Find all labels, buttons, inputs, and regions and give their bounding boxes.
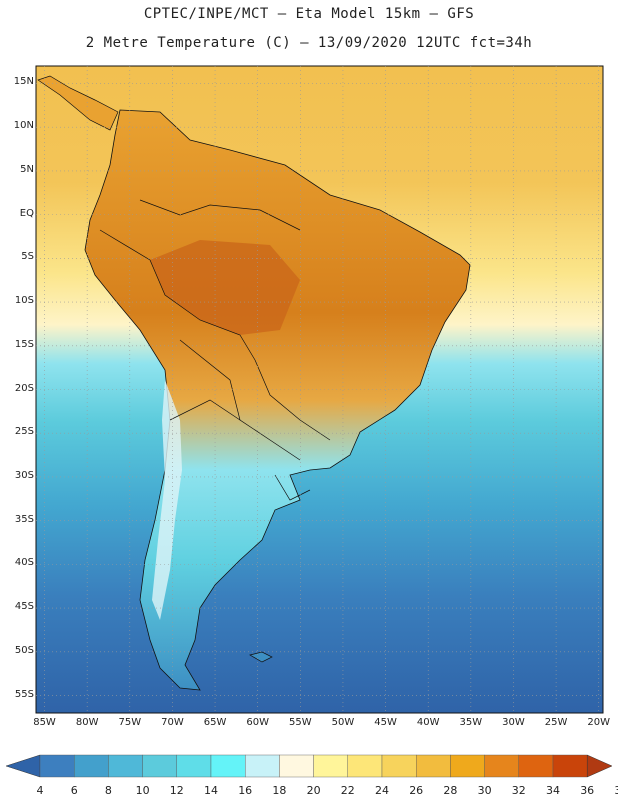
map-gridlines	[36, 66, 603, 713]
lon-label: 55W	[289, 717, 312, 728]
colorbar-segment	[73, 754, 109, 778]
colorbar-left-arrow	[5, 754, 41, 778]
colorbar-label: 4	[36, 784, 44, 797]
lat-label: 30S	[14, 469, 34, 481]
colorbar-segment	[416, 754, 451, 778]
colorbar-label: 12	[169, 784, 184, 797]
lon-label: 65W	[203, 717, 227, 728]
lat-label: 40S	[14, 557, 34, 569]
colorbar-label: 6	[70, 784, 78, 797]
colorbar-segment	[176, 754, 212, 778]
lon-label: 50W	[331, 717, 355, 728]
lat-label: 5S	[21, 251, 34, 263]
colorbar-label: 18	[272, 784, 287, 797]
lat-label: 50S	[14, 644, 34, 656]
colorbar-label: 24	[375, 784, 389, 797]
lat-label: 10S	[14, 295, 34, 307]
lat-label: 25S	[14, 426, 34, 438]
colorbar-label: 28	[443, 784, 458, 797]
colorbar-label: 14	[204, 784, 218, 797]
lon-label: 25W	[544, 717, 568, 728]
lat-label: EQ	[19, 207, 34, 219]
colorbar-segment	[484, 754, 520, 778]
falkland-islands	[249, 651, 273, 663]
colorbar-segment	[210, 754, 246, 778]
lat-label: 55S	[14, 688, 34, 700]
lat-label: 15N	[13, 76, 34, 88]
central-america-landmass	[37, 75, 119, 131]
lon-label: 35W	[459, 717, 483, 728]
colorbar-segment	[518, 754, 554, 778]
lon-label: 70W	[161, 717, 184, 728]
colorbar-segment	[381, 754, 417, 778]
colorbar-label: 20	[306, 784, 321, 797]
colorbar-label: 22	[340, 784, 355, 797]
colorbar-label: 8	[104, 784, 112, 797]
colorbar-segment	[313, 754, 349, 778]
colorbar-segment	[108, 754, 143, 778]
colorbar-label: 34	[546, 784, 560, 797]
colorbar-segment	[142, 754, 178, 778]
colorbar-segment	[552, 754, 588, 778]
colorbar-segment	[279, 754, 314, 778]
andes-cool-strip	[152, 380, 182, 620]
lat-label: 15S	[14, 338, 34, 350]
hot-interior-region	[150, 240, 300, 335]
map-title-line-1: CPTEC/INPE/MCT – Eta Model 15km – GFS	[143, 6, 475, 22]
colorbar-label: 30	[477, 784, 492, 797]
lon-label: 80W	[75, 717, 99, 728]
colorbar-segment	[347, 754, 383, 778]
lat-label: 35S	[14, 513, 34, 525]
lon-label: 45W	[374, 717, 397, 728]
colorbar-segment	[244, 754, 280, 778]
map-title-line-2: 2 Metre Temperature (C) – 13/09/2020 12U…	[85, 35, 533, 51]
lon-label: 30W	[502, 717, 525, 728]
colorbar	[5, 754, 613, 778]
lat-label: 5N	[20, 163, 34, 175]
colorbar-label: 26	[409, 784, 424, 797]
colorbar-segment	[39, 754, 75, 778]
lon-label: 40W	[416, 717, 440, 728]
colorbar-right-arrow	[586, 754, 613, 778]
lon-label: 20W	[587, 717, 611, 728]
lat-label: 45S	[14, 601, 34, 613]
colorbar-label: 16	[238, 784, 253, 797]
colorbar-label: 38	[614, 784, 618, 797]
lat-label: 10N	[13, 120, 34, 132]
country-borders	[99, 199, 331, 501]
colorbar-segment	[450, 754, 485, 778]
lon-label: 75W	[118, 717, 142, 728]
colorbar-label: 10	[135, 784, 150, 797]
lon-label: 60W	[246, 717, 269, 728]
lat-label: 20S	[14, 382, 34, 394]
lon-label: 85W	[33, 717, 56, 728]
colorbar-label: 32	[511, 784, 526, 797]
colorbar-label: 36	[580, 784, 595, 797]
